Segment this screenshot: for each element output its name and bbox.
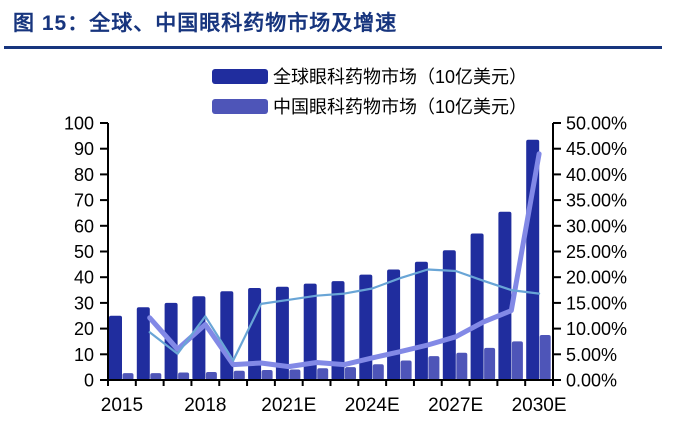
bar xyxy=(317,368,329,380)
bar xyxy=(248,288,262,380)
left-tick-label: 60 xyxy=(74,216,94,236)
right-tick-label: 50.00% xyxy=(566,114,627,134)
bar xyxy=(470,233,484,380)
x-tick-label: 2024E xyxy=(345,395,400,416)
bar xyxy=(428,356,440,380)
left-tick-label: 70 xyxy=(74,191,94,211)
bar xyxy=(414,261,428,380)
legend-swatch-global-icon xyxy=(211,68,268,84)
title-underline-rule xyxy=(4,46,662,49)
chart-legend: 全球眼科药物市场（10亿美元） 中国眼科药物市场（10亿美元） xyxy=(0,63,683,119)
x-tick-label: 2027E xyxy=(428,395,483,416)
right-tick-label: 35.00% xyxy=(566,191,627,211)
legend-label-china-market: 中国眼科药物市场（10亿美元） xyxy=(272,97,528,117)
x-tick-label: 2021E xyxy=(261,395,316,416)
bar xyxy=(511,341,523,380)
right-axis: 0.00% 5.00% 10.00% 15.00% 20.00% 25.00% 30.00%… xyxy=(553,114,627,391)
right-tick-label: 15.00% xyxy=(566,293,627,313)
legend-item-china-market: 中国眼科药物市场（10亿美元） xyxy=(211,93,528,119)
x-tick-label: 2030E xyxy=(512,395,567,416)
left-tick-label: 10 xyxy=(74,345,94,365)
bar xyxy=(345,367,356,380)
left-tick-label: 50 xyxy=(74,242,94,262)
bar xyxy=(387,269,401,380)
bar xyxy=(233,370,245,380)
bar xyxy=(331,281,345,380)
right-tick-label: 25.00% xyxy=(566,242,627,262)
bar xyxy=(122,373,134,380)
global-growth-line xyxy=(147,151,542,370)
left-tick-label: 80 xyxy=(74,165,94,185)
bar xyxy=(205,372,217,380)
bar xyxy=(109,315,122,381)
bar xyxy=(359,274,373,380)
bar xyxy=(178,372,190,380)
bar xyxy=(220,291,234,380)
right-tick-label: 30.00% xyxy=(566,216,627,236)
legend-label-global-market: 全球眼科药物市场（10亿美元） xyxy=(272,67,528,87)
bar xyxy=(539,335,551,380)
legend-item-global-market: 全球眼科药物市场（10亿美元） xyxy=(211,63,528,89)
bar xyxy=(498,211,512,380)
global-market-bars xyxy=(109,139,540,381)
right-tick-label: 0.00% xyxy=(566,371,617,391)
left-tick-label: 90 xyxy=(74,139,94,159)
bar xyxy=(136,307,150,380)
bar xyxy=(275,286,289,380)
bar xyxy=(372,364,384,380)
china-growth-line xyxy=(148,268,541,362)
bar xyxy=(400,360,412,380)
right-tick-label: 40.00% xyxy=(566,165,627,185)
left-tick-label: 0 xyxy=(84,371,94,391)
right-tick-label: 5.00% xyxy=(566,345,617,365)
legend-swatch-china-icon xyxy=(211,98,268,114)
bar xyxy=(303,283,317,380)
bar xyxy=(484,347,496,380)
bar xyxy=(192,296,206,380)
left-tick-label: 40 xyxy=(74,268,94,288)
bar xyxy=(289,369,301,380)
right-tick-label: 45.00% xyxy=(566,139,627,159)
x-axis: 2015 2018 2021E 2024E 2027E 2030E xyxy=(101,380,567,416)
right-tick-label: 20.00% xyxy=(566,268,627,288)
bar xyxy=(456,352,468,380)
left-tick-label: 20 xyxy=(74,319,94,339)
left-tick-label: 100 xyxy=(64,114,94,134)
bar xyxy=(261,370,273,380)
x-tick-label: 2018 xyxy=(184,395,226,416)
left-axis: 0 10 20 30 40 50 60 70 80 90 100 xyxy=(64,114,108,391)
left-tick-label: 30 xyxy=(74,293,94,313)
x-tick-label: 2015 xyxy=(101,395,143,416)
right-tick-label: 10.00% xyxy=(566,319,627,339)
bar xyxy=(442,250,456,380)
bar xyxy=(150,373,162,380)
figure-title: 图 15：全球、中国眼科药物市场及增速 xyxy=(13,12,398,35)
china-market-bars xyxy=(122,335,551,380)
